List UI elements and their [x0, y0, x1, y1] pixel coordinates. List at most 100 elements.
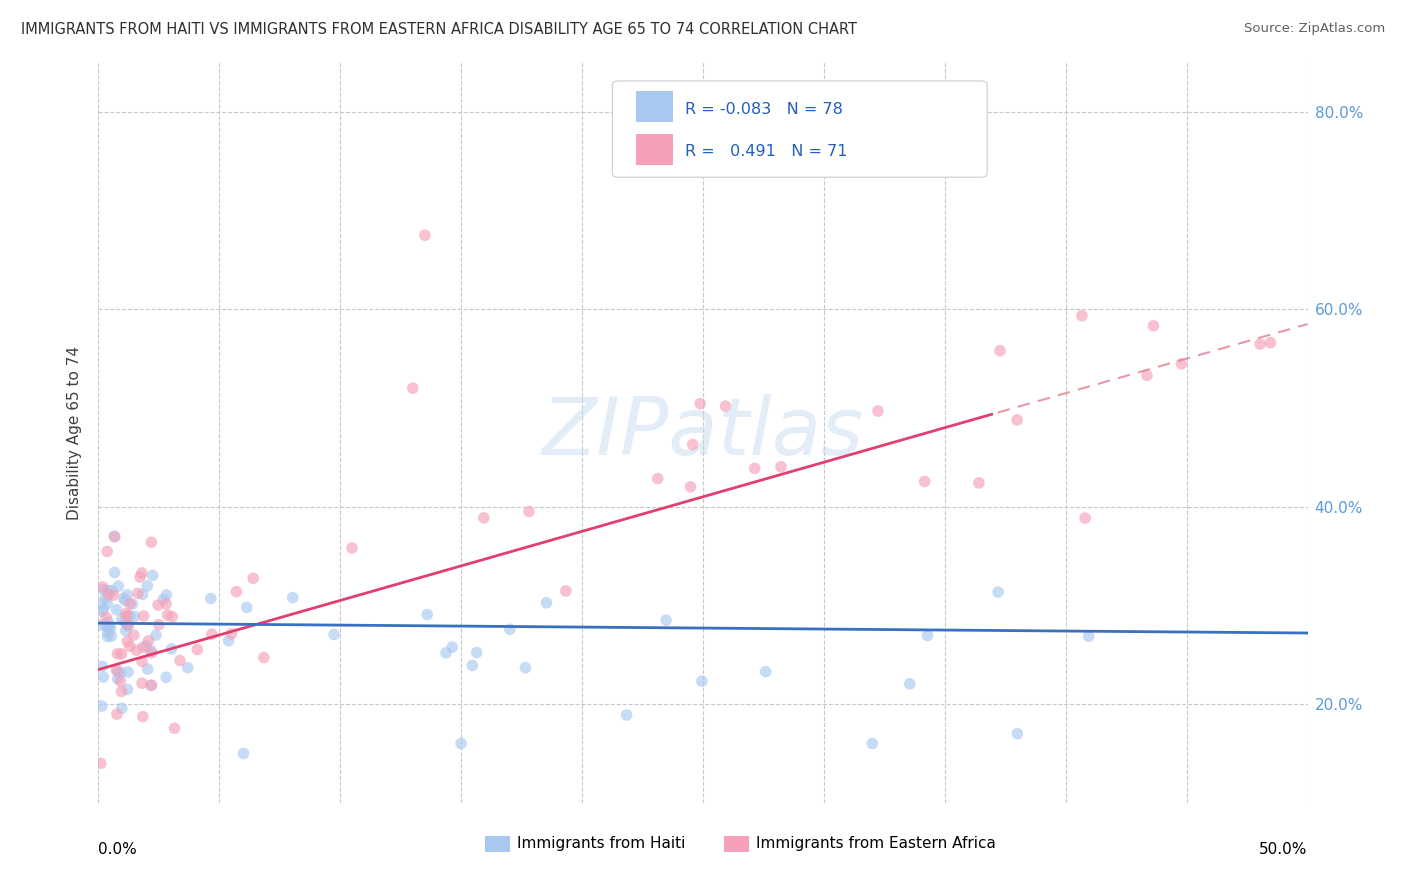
Point — [115, 609, 138, 624]
Point — [236, 600, 259, 615]
Point — [110, 684, 132, 698]
Point — [253, 650, 276, 665]
Point — [132, 609, 155, 624]
Point — [104, 530, 127, 544]
Point — [105, 707, 128, 722]
Point — [499, 622, 522, 636]
Point — [114, 624, 136, 638]
Point — [156, 608, 179, 623]
Point — [1136, 368, 1159, 383]
Point — [914, 475, 936, 489]
Point — [91, 582, 114, 597]
Point — [90, 756, 112, 771]
Point — [162, 609, 184, 624]
Point — [105, 663, 128, 677]
Point — [1249, 337, 1271, 351]
Point — [465, 646, 488, 660]
Point — [769, 459, 792, 474]
Point — [112, 591, 135, 606]
Point — [91, 670, 114, 684]
Point — [100, 583, 122, 598]
Text: IMMIGRANTS FROM HAITI VS IMMIGRANTS FROM EASTERN AFRICA DISABILITY AGE 65 TO 74 : IMMIGRANTS FROM HAITI VS IMMIGRANTS FROM… — [21, 22, 858, 37]
Point — [281, 591, 304, 605]
Point — [103, 588, 125, 602]
Point — [186, 642, 208, 657]
Point — [131, 566, 153, 580]
Point — [131, 676, 153, 690]
Point — [131, 587, 153, 601]
Point — [917, 628, 939, 642]
Point — [225, 584, 247, 599]
Point — [139, 678, 162, 692]
Point — [117, 619, 139, 633]
Point — [647, 472, 669, 486]
Point — [461, 658, 484, 673]
Point — [111, 612, 134, 626]
Point — [146, 598, 169, 612]
Point — [323, 627, 346, 641]
Point — [967, 475, 990, 490]
Point — [107, 665, 129, 679]
Point — [136, 662, 159, 676]
Point — [163, 721, 186, 735]
Point — [1142, 318, 1164, 333]
Point — [118, 608, 141, 623]
Point — [136, 579, 159, 593]
Point — [122, 628, 145, 642]
Point — [131, 655, 153, 669]
Point — [117, 634, 139, 648]
Point — [96, 610, 118, 624]
Point — [1007, 727, 1029, 741]
Point — [988, 343, 1011, 358]
Point — [218, 633, 240, 648]
Point — [679, 480, 702, 494]
Point — [117, 682, 139, 697]
FancyBboxPatch shape — [613, 81, 987, 178]
Point — [132, 640, 155, 655]
Point — [97, 588, 120, 602]
Point — [96, 630, 118, 644]
Point — [416, 607, 439, 622]
Point — [517, 504, 540, 518]
Point — [115, 607, 138, 621]
Point — [94, 591, 117, 605]
Point — [898, 677, 921, 691]
Point — [100, 629, 122, 643]
FancyBboxPatch shape — [637, 91, 672, 122]
Point — [96, 597, 118, 611]
Point — [141, 568, 163, 582]
Point — [104, 566, 127, 580]
Point — [132, 709, 155, 723]
Point — [141, 644, 163, 658]
Point — [107, 579, 129, 593]
Point — [554, 584, 576, 599]
Point — [472, 511, 495, 525]
Point — [111, 701, 134, 715]
Point — [682, 437, 704, 451]
Point — [107, 672, 129, 686]
Point — [105, 603, 128, 617]
Point — [434, 646, 457, 660]
Point — [148, 617, 170, 632]
Point — [117, 618, 139, 632]
Point — [93, 602, 115, 616]
Point — [515, 661, 537, 675]
Point — [114, 615, 136, 629]
Point — [118, 639, 141, 653]
Point — [100, 621, 122, 635]
Point — [441, 640, 464, 654]
Point — [242, 571, 264, 585]
Point — [536, 596, 558, 610]
Point — [987, 585, 1010, 599]
Text: Source: ZipAtlas.com: Source: ZipAtlas.com — [1244, 22, 1385, 36]
Point — [1074, 511, 1097, 525]
Point — [714, 399, 737, 413]
Y-axis label: Disability Age 65 to 74: Disability Age 65 to 74 — [67, 345, 83, 520]
Point — [121, 597, 143, 611]
Point — [200, 591, 222, 606]
Text: R =   0.491   N = 71: R = 0.491 N = 71 — [685, 144, 848, 159]
Point — [115, 617, 138, 632]
Point — [155, 588, 177, 602]
Point — [866, 404, 889, 418]
Point — [90, 699, 112, 714]
